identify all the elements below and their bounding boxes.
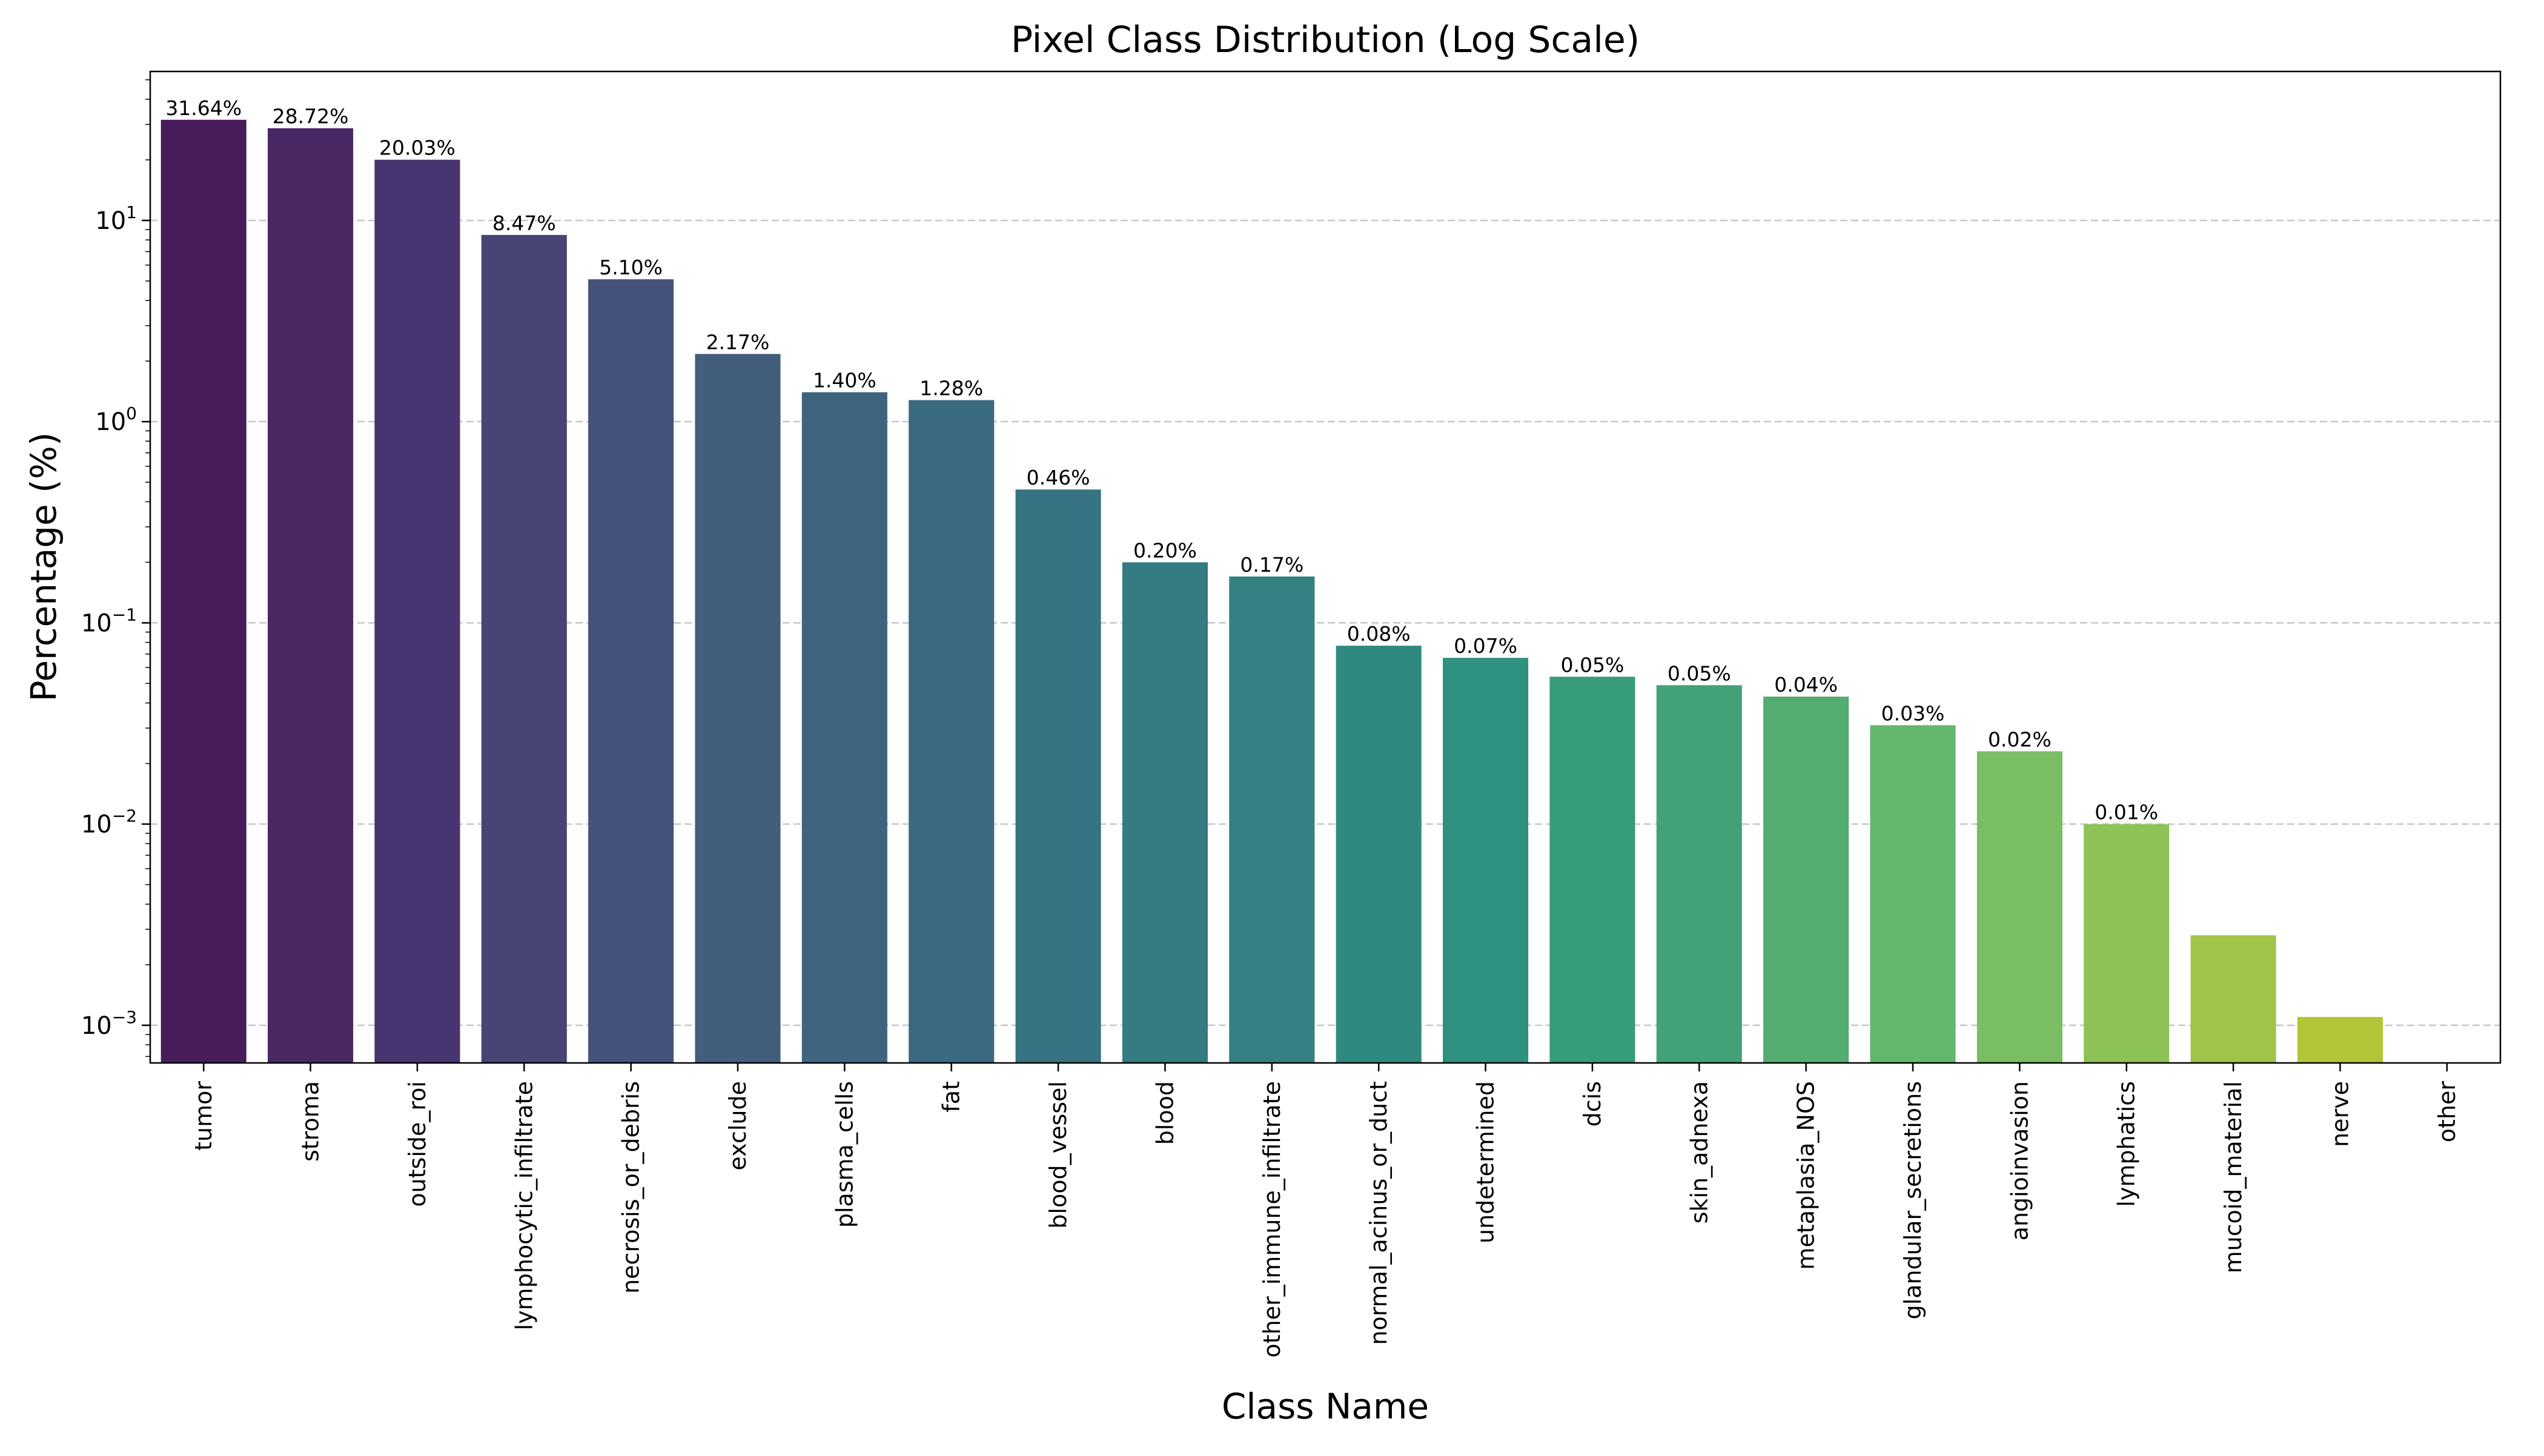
bar-lymphocytic_infiltrate: [481, 234, 567, 1063]
data-label-dcis: 0.05%: [1560, 653, 1624, 677]
data-label-necrosis_or_debris: 5.10%: [599, 256, 663, 279]
y-tick-label: 10−1: [81, 604, 137, 637]
x-tick-label-undetermined: undetermined: [1472, 1081, 1499, 1243]
data-label-normal_acinus_or_duct: 0.08%: [1347, 622, 1411, 646]
x-tick-label-stroma: stroma: [297, 1081, 324, 1162]
bar-mucoid_material: [2190, 935, 2276, 1063]
data-label-tumor: 31.64%: [165, 96, 242, 120]
x-tick-label-fat: fat: [938, 1081, 965, 1113]
data-label-lymphocytic_infiltrate: 8.47%: [492, 211, 556, 235]
bar-plasma_cells: [801, 392, 887, 1064]
y-tick-label: 101: [95, 202, 137, 235]
data-label-other_immune_infiltrate: 0.17%: [1240, 553, 1303, 577]
x-tick-label-glandular_secretions: glandular_secretions: [1900, 1081, 1926, 1320]
bar-dcis: [1549, 677, 1635, 1063]
bar-blood: [1122, 562, 1208, 1063]
x-tick-label-other: other: [2434, 1081, 2460, 1143]
y-tick-label: 100: [95, 403, 137, 436]
bar-normal_acinus_or_duct: [1336, 646, 1422, 1063]
bar-exclude: [695, 354, 781, 1063]
x-tick-label-nerve: nerve: [2327, 1081, 2353, 1147]
bar-necrosis_or_debris: [588, 279, 674, 1064]
data-label-skin_adnexa: 0.05%: [1668, 661, 1731, 685]
x-tick-label-skin_adnexa: skin_adnexa: [1686, 1081, 1712, 1223]
x-tick-label-necrosis_or_debris: necrosis_or_debris: [618, 1081, 644, 1294]
x-tick-label-outside_roi: outside_roi: [404, 1081, 431, 1207]
bar-stroma: [268, 128, 354, 1064]
data-label-undetermined: 0.07%: [1454, 634, 1517, 658]
data-label-glandular_secretions: 0.03%: [1881, 701, 1945, 725]
x-tick-label-dcis: dcis: [1579, 1081, 1606, 1127]
bar-fat: [909, 400, 995, 1063]
bar-nerve: [2297, 1017, 2383, 1063]
bars: [161, 119, 2383, 1064]
x-tick-label-exclude: exclude: [724, 1081, 751, 1171]
data-label-lymphatics: 0.01%: [2095, 801, 2158, 824]
bar-other_immune_infiltrate: [1229, 576, 1315, 1063]
x-tick-label-mucoid_material: mucoid_material: [2220, 1081, 2247, 1274]
x-tick-label-normal_acinus_or_duct: normal_acinus_or_duct: [1365, 1081, 1392, 1345]
data-label-plasma_cells: 1.40%: [813, 369, 876, 392]
y-tick-label: 10−3: [81, 1007, 137, 1040]
bar-metaplasia_NOS: [1763, 697, 1849, 1063]
x-tick-label-plasma_cells: plasma_cells: [831, 1081, 858, 1228]
data-label-exclude: 2.17%: [706, 330, 770, 354]
data-labels: 31.64% 28.72% 20.03% 8.47% 5.10% 2.17% 1.40% 1.…: [165, 96, 2158, 824]
bar-tumor: [161, 119, 247, 1063]
bar-lymphatics: [2084, 824, 2170, 1063]
plot-frame: [149, 70, 2502, 1064]
bar-outside_roi: [374, 159, 460, 1063]
chart-title: Pixel Class Distribution (Log Scale): [1011, 19, 1640, 61]
x-tick-label-blood: blood: [1151, 1081, 1178, 1145]
y-axis-title: Percentage (%): [23, 432, 64, 701]
x-tick-label-other_immune_infiltrate: other_immune_infiltrate: [1259, 1081, 1285, 1358]
data-label-angioinvasion: 0.02%: [1988, 727, 2052, 751]
data-label-metaplasia_NOS: 0.04%: [1774, 673, 1838, 697]
bar-skin_adnexa: [1656, 685, 1742, 1063]
x-tick-label-lymphatics: lymphatics: [2113, 1081, 2140, 1207]
bar-undetermined: [1443, 658, 1529, 1063]
x-tick-label-blood_vessel: blood_vessel: [1045, 1081, 1072, 1229]
x-axis-title: Class Name: [1222, 1386, 1429, 1427]
bar-glandular_secretions: [1870, 725, 1956, 1063]
x-tick-label-tumor: tumor: [190, 1081, 217, 1151]
x-tick-label-angioinvasion: angioinvasion: [2006, 1081, 2033, 1240]
y-tick-label: 10−2: [81, 806, 137, 839]
x-tick-label-lymphocytic_infiltrate: lymphocytic_infiltrate: [511, 1081, 537, 1330]
bar-blood_vessel: [1015, 489, 1101, 1063]
x-tick-label-metaplasia_NOS: metaplasia_NOS: [1793, 1081, 1820, 1270]
data-label-outside_roi: 20.03%: [379, 136, 455, 160]
y-axis: 10−3 10−2 10−1 100 101: [81, 79, 150, 1057]
data-label-fat: 1.28%: [919, 377, 983, 400]
data-label-blood_vessel: 0.46%: [1027, 466, 1090, 489]
data-label-stroma: 28.72%: [273, 105, 349, 128]
x-axis: tumor stroma outside_roi lymphocytic_infilt…: [190, 1063, 2460, 1358]
bar-angioinvasion: [1976, 751, 2062, 1063]
data-label-blood: 0.20%: [1133, 538, 1197, 562]
